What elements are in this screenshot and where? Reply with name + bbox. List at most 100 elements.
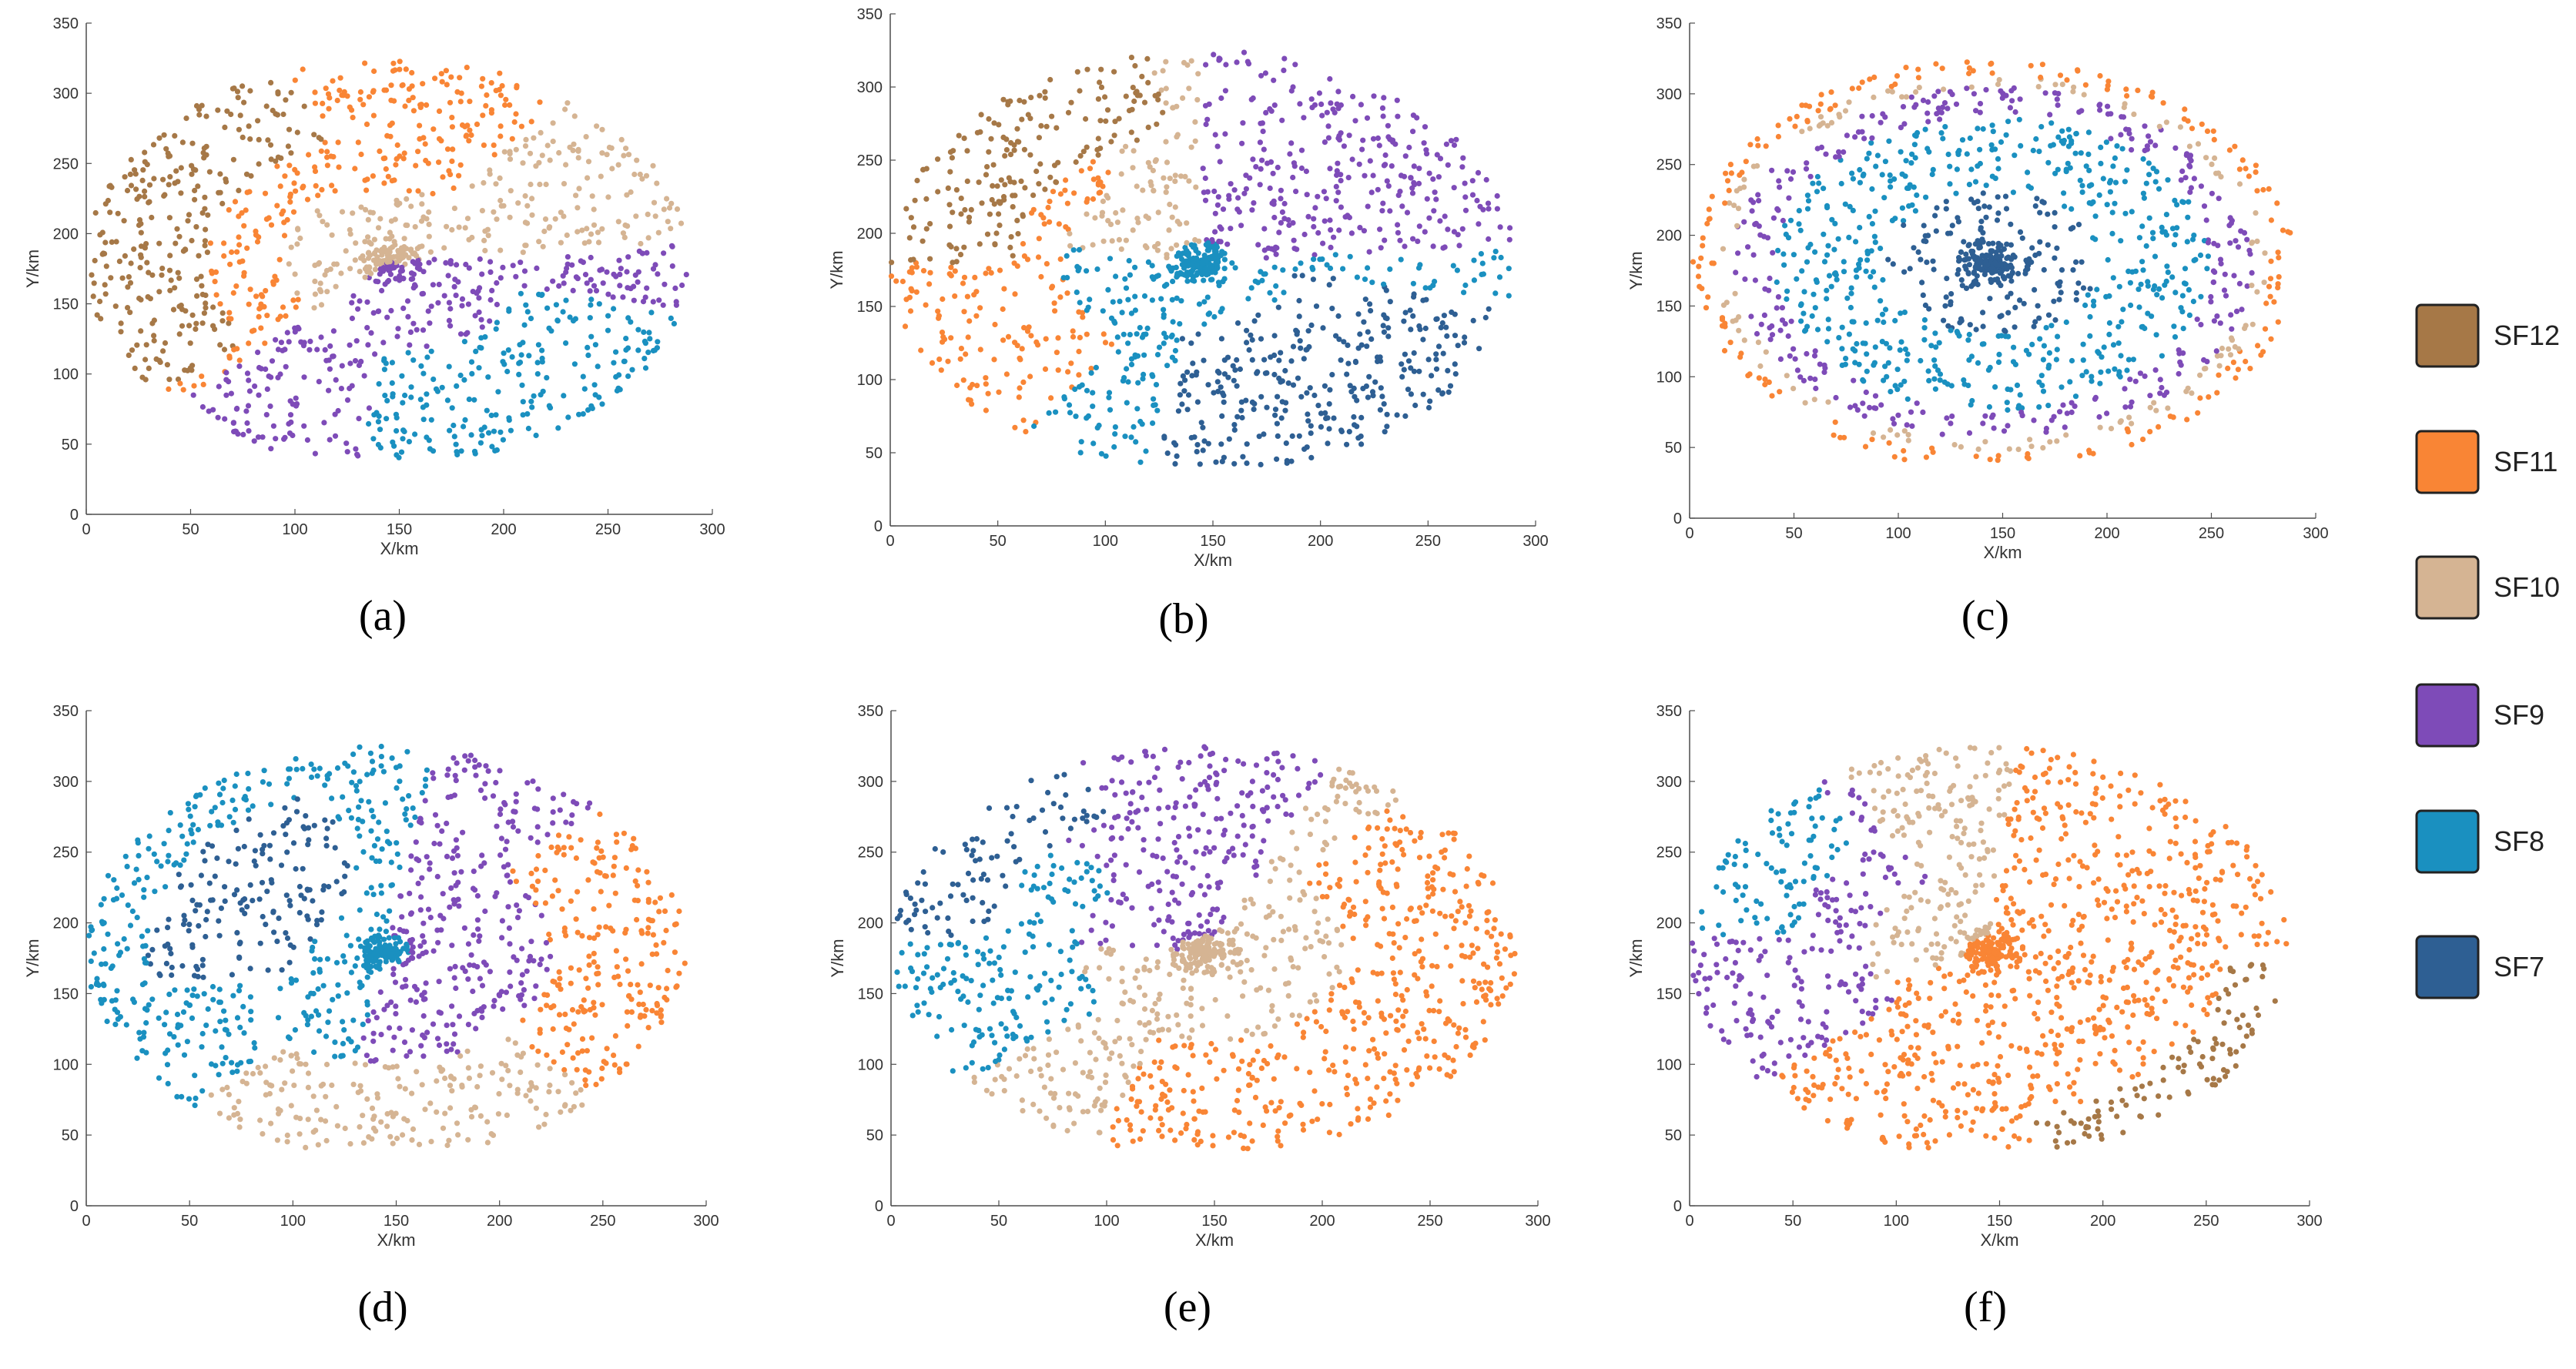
point-sf11 [233,283,240,290]
point-sf9 [2042,90,2048,96]
point-sf11 [1084,331,1090,337]
point-sf10 [575,146,581,152]
point-sf8 [2163,232,2169,238]
point-sf9 [1775,207,1781,213]
point-sf10 [237,1116,243,1123]
point-sf11 [344,93,350,99]
point-sf9 [1758,321,1764,327]
point-sf12 [186,323,193,329]
point-sf9 [1281,55,1288,62]
point-sf10 [391,239,397,245]
point-sf12 [1123,93,1129,99]
point-sf8 [1141,293,1148,300]
point-sf11 [320,100,326,106]
point-sf9 [1867,404,1873,411]
point-sf8 [2033,136,2039,142]
point-sf10 [1109,238,1115,244]
point-sf8 [1825,243,1831,249]
point-sf11 [581,997,587,1003]
point-sf7 [1452,361,1458,367]
point-sf9 [435,939,441,946]
point-sf9 [440,891,446,897]
point-sf7 [1965,243,1971,249]
point-sf12 [167,253,173,259]
point-sf7 [1258,393,1265,400]
point-sf11 [988,269,994,276]
point-sf9 [1762,286,1768,292]
point-sf9 [2019,413,2025,419]
point-sf11 [236,234,242,240]
point-sf7 [189,897,196,903]
point-sf8 [384,828,390,835]
point-sf9 [347,385,353,392]
point-sf12 [192,187,198,194]
point-sf7 [2003,206,2010,212]
point-sf8 [1061,396,1067,402]
x-tick-label: 200 [2094,525,2119,542]
point-sf8 [1492,290,1499,296]
point-sf8 [1966,357,1972,363]
point-sf12 [1084,66,1090,72]
point-sf11 [410,95,416,101]
point-sf11 [385,173,391,179]
point-sf7 [2002,193,2009,199]
point-sf8 [1163,334,1169,340]
point-sf9 [395,326,401,332]
point-sf8 [171,1034,177,1040]
point-sf8 [1868,140,1874,146]
point-sf9 [483,763,489,769]
point-sf11 [381,180,387,186]
point-sf8 [1871,233,1878,239]
point-sf8 [1968,402,1974,408]
point-sf12 [145,294,151,300]
point-sf10 [1996,77,2002,83]
point-sf9 [199,403,206,410]
point-sf7 [1284,460,1290,467]
point-sf10 [2226,346,2232,352]
point-sf11 [2077,453,2083,459]
point-sf10 [1174,132,1181,138]
point-sf11 [236,242,243,248]
point-sf9 [1804,160,1810,166]
point-sf8 [1814,326,1821,333]
x-tick-label: 250 [2199,525,2224,542]
point-sf11 [507,102,513,108]
point-sf10 [365,250,371,256]
point-sf7 [1402,413,1409,420]
point-sf9 [518,980,524,986]
point-sf9 [1807,173,1814,179]
point-sf7 [1367,301,1373,307]
point-sf9 [2007,105,2013,111]
point-sf11 [1901,457,1908,463]
point-sf8 [1892,317,1898,324]
point-sf7 [1438,324,1444,331]
point-sf11 [467,99,473,105]
point-sf7 [1998,283,2004,289]
point-sf7 [222,898,228,904]
point-sf7 [1249,336,1255,343]
point-sf9 [447,258,454,264]
point-sf11 [1690,259,1697,265]
point-sf10 [1168,246,1174,252]
point-sf12 [138,328,144,334]
point-sf12 [203,300,209,306]
point-sf11 [1964,59,1970,65]
point-sf7 [2054,245,2060,251]
point-sf8 [2182,266,2189,272]
point-sf9 [1421,140,1427,146]
point-sf8 [1496,274,1503,280]
point-sf12 [1037,161,1043,167]
point-sf7 [1973,326,1979,333]
point-sf11 [440,174,446,180]
point-sf9 [266,373,272,380]
x-tick-label: 300 [693,1213,719,1230]
point-sf7 [2008,278,2015,284]
point-sf10 [331,261,337,267]
point-sf9 [538,956,544,962]
point-sf9 [1949,413,1955,420]
point-sf9 [1223,62,1229,68]
point-sf11 [1090,176,1097,182]
point-sf7 [270,909,276,915]
point-sf10 [408,247,414,253]
point-sf10 [2227,352,2234,358]
